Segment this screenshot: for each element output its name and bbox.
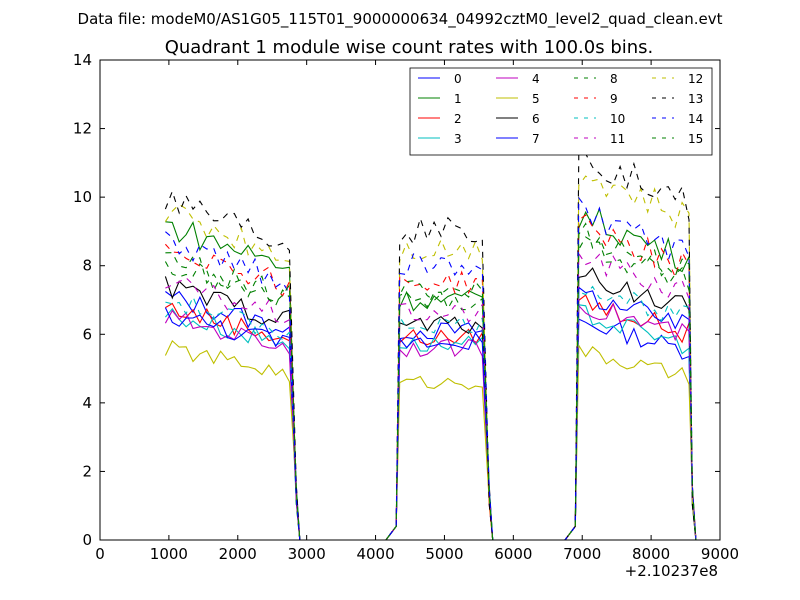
legend-label-6: 6 xyxy=(532,112,540,126)
legend-label-4: 4 xyxy=(532,72,540,86)
series-line-14 xyxy=(165,196,697,541)
x-tick-label: 6000 xyxy=(494,545,532,563)
legend-label-11: 11 xyxy=(610,132,625,146)
legend-box xyxy=(409,67,713,156)
y-tick-label: 10 xyxy=(73,188,92,206)
x-tick-label: 8000 xyxy=(632,545,670,563)
x-axis: 0 1000 2000 3000 4000 5000 6000 7000 8000 9000 xyxy=(95,60,739,563)
y-tick-label: 12 xyxy=(73,120,92,138)
y-tick-label: 2 xyxy=(82,462,92,480)
series-line-3 xyxy=(164,304,697,541)
x-tick-label: 4000 xyxy=(356,545,394,563)
series-line-6 xyxy=(164,267,697,541)
y-tick-label: 0 xyxy=(82,531,92,549)
series-line-5 xyxy=(164,339,697,541)
legend-label-2: 2 xyxy=(454,112,462,126)
legend-label-5: 5 xyxy=(532,92,540,106)
x-tick-label: 2000 xyxy=(219,545,257,563)
legend-label-3: 3 xyxy=(454,132,462,146)
x-tick-label: 1000 xyxy=(150,545,188,563)
legend-label-1: 1 xyxy=(454,92,462,106)
x-tick-label: 3000 xyxy=(288,545,326,563)
legend-label-10: 10 xyxy=(610,112,625,126)
legend-label-14: 14 xyxy=(688,112,703,126)
legend-label-13: 13 xyxy=(688,92,703,106)
plot-area xyxy=(164,152,697,541)
x-tick-label: 9000 xyxy=(701,545,739,563)
y-tick-label: 6 xyxy=(82,325,92,343)
y-tick-label: 8 xyxy=(82,257,92,275)
legend-label-15: 15 xyxy=(688,132,703,146)
legend-label-9: 9 xyxy=(610,92,618,106)
series-line-7 xyxy=(164,286,697,541)
series-line-15 xyxy=(165,222,697,541)
series-line-8 xyxy=(164,236,697,541)
series-line-13 xyxy=(164,152,697,541)
series-line-2 xyxy=(165,294,697,541)
x-tick-label: 7000 xyxy=(563,545,601,563)
x-offset-label: +2.10237e8 xyxy=(625,562,718,580)
y-tick-label: 4 xyxy=(82,394,92,412)
series-line-1 xyxy=(165,207,697,541)
x-tick-label: 0 xyxy=(95,545,105,563)
series-line-10 xyxy=(165,285,697,541)
series-line-4 xyxy=(164,302,697,541)
series-line-11 xyxy=(165,251,697,541)
series-line-9 xyxy=(164,214,697,541)
chart-title: Quadrant 1 module wise count rates with … xyxy=(165,37,654,58)
series-line-12 xyxy=(164,175,697,541)
axes-frame xyxy=(99,59,721,541)
legend-label-7: 7 xyxy=(532,132,540,146)
x-tick-label: 5000 xyxy=(425,545,463,563)
legend-label-0: 0 xyxy=(454,72,462,86)
figure-suptitle: Data file: modeM0/AS1G05_115T01_90000006… xyxy=(78,10,723,29)
legend-label-12: 12 xyxy=(688,72,703,86)
y-tick-label: 14 xyxy=(73,51,92,69)
legend-label-8: 8 xyxy=(610,72,618,86)
